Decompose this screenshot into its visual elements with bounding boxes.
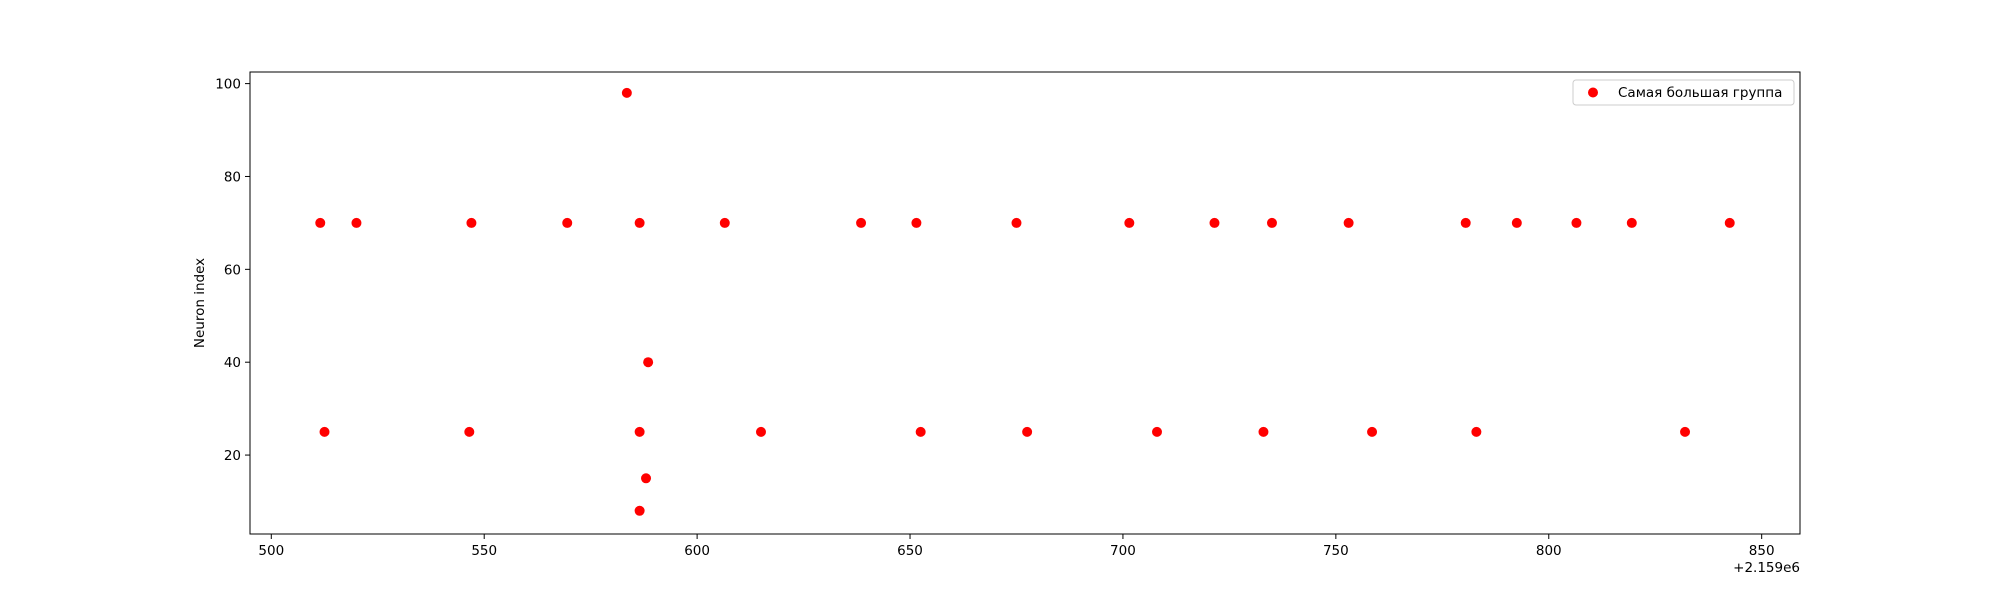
- data-point: [1124, 217, 1135, 228]
- data-point: [755, 426, 766, 437]
- data-point: [634, 505, 645, 516]
- data-point: [634, 426, 645, 437]
- y-tick-label: 80: [224, 169, 241, 185]
- data-point: [1209, 217, 1220, 228]
- data-point: [634, 217, 645, 228]
- data-point: [562, 217, 573, 228]
- data-point: [1724, 217, 1735, 228]
- data-point: [319, 426, 330, 437]
- data-points: [315, 87, 1735, 516]
- y-tick-label: 20: [224, 448, 241, 464]
- y-tick-label: 60: [224, 262, 241, 278]
- data-point: [1266, 217, 1277, 228]
- plot-frame: [249, 71, 1801, 535]
- data-point: [719, 217, 730, 228]
- data-point: [1367, 426, 1378, 437]
- data-point: [641, 473, 652, 484]
- legend-label: Самая большая группа: [1618, 85, 1782, 101]
- data-point: [1571, 217, 1582, 228]
- x-tick-label: 700: [1110, 543, 1136, 559]
- legend: Самая большая группа: [1572, 79, 1795, 106]
- data-point: [1511, 217, 1522, 228]
- data-point: [1258, 426, 1269, 437]
- legend-box: [1572, 79, 1795, 106]
- data-point: [464, 426, 475, 437]
- x-tick-label: 550: [471, 543, 497, 559]
- x-tick-label: 850: [1749, 543, 1775, 559]
- data-point: [466, 217, 477, 228]
- data-point: [315, 217, 326, 228]
- data-point: [911, 217, 922, 228]
- y-tick-label: 40: [224, 355, 241, 371]
- data-point: [856, 217, 867, 228]
- x-tick-label: 500: [258, 543, 284, 559]
- data-point: [1460, 217, 1471, 228]
- legend-marker: [1588, 87, 1598, 98]
- x-tick-label: 600: [684, 543, 710, 559]
- x-axis-ticks: 500 550 600 650 700 750 800 850: [258, 534, 1775, 559]
- data-point: [915, 426, 926, 437]
- data-point: [1626, 217, 1637, 228]
- x-axis-offset-label: +2.159e6: [1733, 560, 1800, 576]
- data-point: [621, 87, 632, 98]
- data-point: [643, 357, 654, 368]
- x-tick-label: 750: [1323, 543, 1349, 559]
- data-point: [1152, 426, 1163, 437]
- data-point: [1680, 426, 1691, 437]
- y-axis-label: Neuron index: [192, 258, 208, 348]
- y-tick-label: 100: [215, 77, 241, 93]
- data-point: [351, 217, 362, 228]
- x-tick-label: 650: [897, 543, 923, 559]
- y-axis-ticks: 20 40 60 80 100: [215, 77, 250, 464]
- data-point: [1022, 426, 1033, 437]
- data-point: [1011, 217, 1022, 228]
- data-point: [1471, 426, 1482, 437]
- data-point: [1343, 217, 1354, 228]
- x-tick-label: 800: [1536, 543, 1562, 559]
